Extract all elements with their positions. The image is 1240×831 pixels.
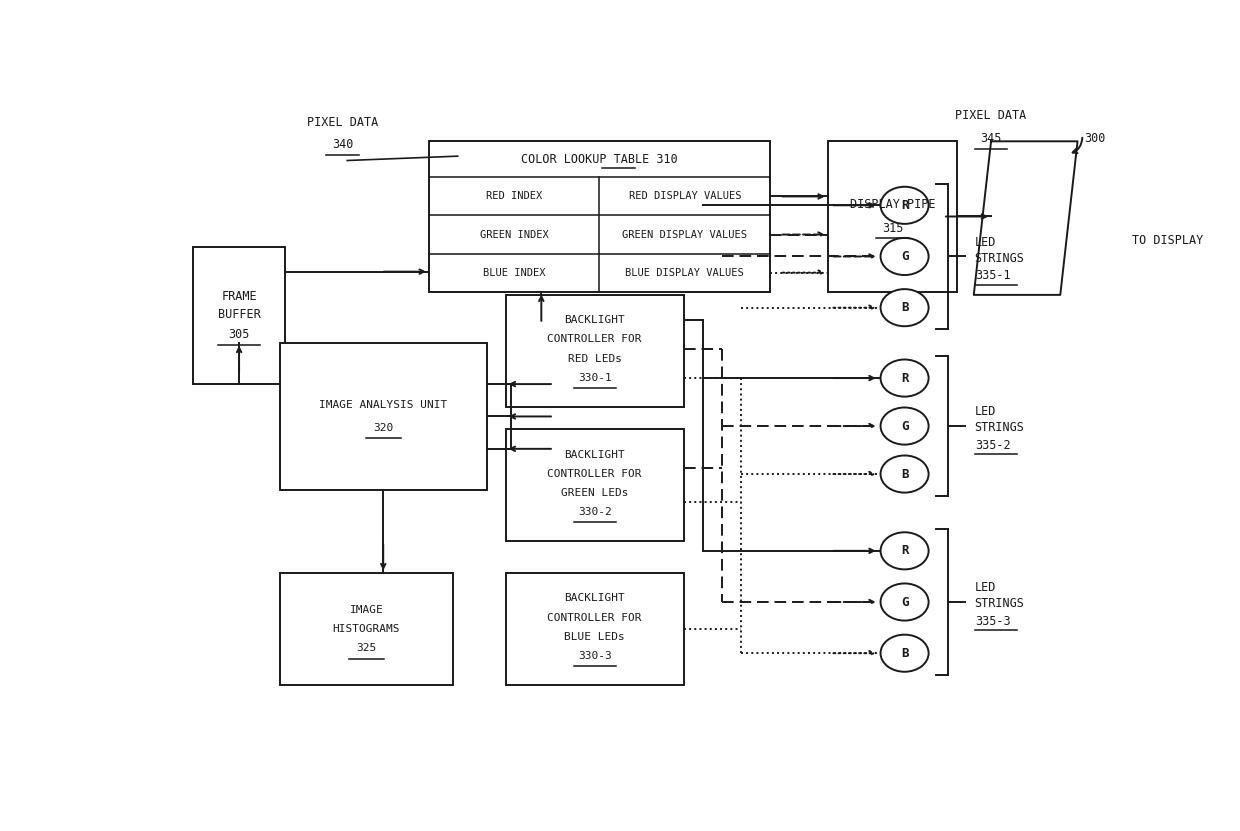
Text: GREEN INDEX: GREEN INDEX bbox=[480, 229, 548, 239]
Text: DISPLAY PIPE: DISPLAY PIPE bbox=[849, 199, 935, 211]
Text: BLUE INDEX: BLUE INDEX bbox=[482, 268, 546, 278]
Text: IMAGE: IMAGE bbox=[350, 605, 383, 615]
Text: BACKLIGHT: BACKLIGHT bbox=[564, 315, 625, 325]
Text: G: G bbox=[900, 250, 909, 263]
Bar bbox=[506, 295, 683, 407]
Text: R: R bbox=[900, 371, 909, 385]
Ellipse shape bbox=[880, 455, 929, 493]
Text: IMAGE ANALYSIS UNIT: IMAGE ANALYSIS UNIT bbox=[319, 400, 448, 410]
Ellipse shape bbox=[880, 533, 929, 569]
Text: 330-1: 330-1 bbox=[578, 373, 611, 383]
Text: B: B bbox=[900, 647, 909, 660]
Text: TO DISPLAY: TO DISPLAY bbox=[1132, 234, 1204, 247]
Ellipse shape bbox=[880, 635, 929, 671]
Ellipse shape bbox=[880, 238, 929, 275]
Text: HISTOGRAMS: HISTOGRAMS bbox=[332, 624, 401, 634]
Text: GREEN DISPLAY VALUES: GREEN DISPLAY VALUES bbox=[622, 229, 748, 239]
Text: 320: 320 bbox=[373, 423, 393, 433]
Text: STRINGS: STRINGS bbox=[975, 421, 1024, 435]
Ellipse shape bbox=[880, 583, 929, 621]
Text: STRINGS: STRINGS bbox=[975, 252, 1024, 265]
Ellipse shape bbox=[880, 360, 929, 396]
Text: BUFFER: BUFFER bbox=[218, 308, 260, 321]
Text: 330-3: 330-3 bbox=[578, 651, 611, 661]
Bar bbox=[280, 343, 486, 490]
Text: 340: 340 bbox=[332, 138, 353, 151]
Text: RED DISPLAY VALUES: RED DISPLAY VALUES bbox=[629, 191, 742, 201]
Text: BACKLIGHT: BACKLIGHT bbox=[564, 450, 625, 460]
Text: 335-1: 335-1 bbox=[975, 269, 1011, 283]
Text: G: G bbox=[900, 420, 909, 433]
Text: R: R bbox=[900, 199, 909, 212]
Text: 335-3: 335-3 bbox=[975, 615, 1011, 627]
Bar bbox=[506, 430, 683, 541]
Text: CONTROLLER FOR: CONTROLLER FOR bbox=[547, 334, 642, 344]
Bar bbox=[828, 141, 957, 292]
Text: 335-2: 335-2 bbox=[975, 439, 1011, 452]
Text: LED: LED bbox=[975, 406, 996, 419]
Ellipse shape bbox=[880, 407, 929, 445]
Bar bbox=[429, 141, 770, 292]
Text: COLOR LOOKUP TABLE 310: COLOR LOOKUP TABLE 310 bbox=[521, 153, 678, 166]
Text: BLUE DISPLAY VALUES: BLUE DISPLAY VALUES bbox=[625, 268, 744, 278]
Text: CONTROLLER FOR: CONTROLLER FOR bbox=[547, 612, 642, 622]
Ellipse shape bbox=[880, 289, 929, 327]
Text: PIXEL DATA: PIXEL DATA bbox=[306, 116, 378, 129]
Text: B: B bbox=[900, 468, 909, 480]
Text: B: B bbox=[900, 301, 909, 314]
Text: RED LEDs: RED LEDs bbox=[568, 353, 621, 363]
Text: G: G bbox=[900, 596, 909, 608]
Text: 315: 315 bbox=[882, 222, 903, 234]
Text: 300: 300 bbox=[1084, 131, 1106, 145]
Text: 345: 345 bbox=[981, 131, 1002, 145]
Text: 305: 305 bbox=[228, 328, 249, 342]
Text: R: R bbox=[900, 544, 909, 558]
Text: STRINGS: STRINGS bbox=[975, 597, 1024, 611]
Text: BLUE LEDs: BLUE LEDs bbox=[564, 632, 625, 642]
Text: BACKLIGHT: BACKLIGHT bbox=[564, 593, 625, 603]
Text: 325: 325 bbox=[356, 643, 377, 653]
Text: PIXEL DATA: PIXEL DATA bbox=[956, 109, 1027, 122]
Text: FRAME: FRAME bbox=[221, 290, 257, 303]
Text: RED INDEX: RED INDEX bbox=[486, 191, 542, 201]
Text: CONTROLLER FOR: CONTROLLER FOR bbox=[547, 469, 642, 479]
Text: GREEN LEDs: GREEN LEDs bbox=[560, 488, 629, 498]
Text: LED: LED bbox=[975, 582, 996, 594]
Bar bbox=[280, 573, 453, 686]
Bar bbox=[193, 247, 285, 385]
Text: LED: LED bbox=[975, 236, 996, 249]
Ellipse shape bbox=[880, 187, 929, 224]
Bar bbox=[506, 573, 683, 686]
Text: 330-2: 330-2 bbox=[578, 507, 611, 517]
